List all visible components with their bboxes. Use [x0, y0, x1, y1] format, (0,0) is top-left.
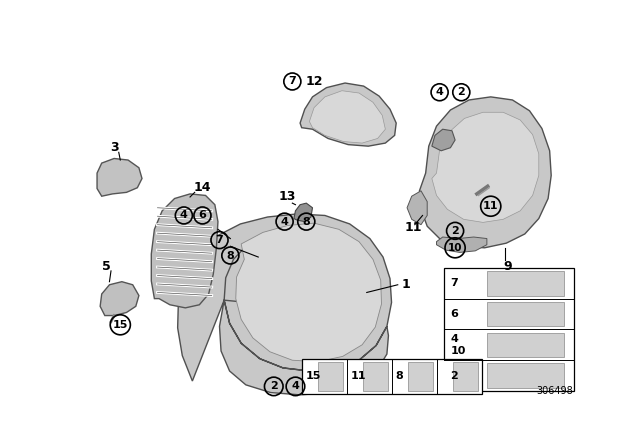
Polygon shape: [100, 282, 139, 315]
Text: 8: 8: [396, 371, 403, 381]
Polygon shape: [236, 223, 381, 362]
Bar: [444, 268, 575, 391]
Text: 9: 9: [504, 260, 512, 273]
Text: 11: 11: [351, 371, 366, 381]
Text: 5: 5: [102, 260, 111, 273]
Bar: [408, 362, 433, 391]
Bar: [487, 363, 564, 388]
Text: 7: 7: [451, 278, 458, 288]
Text: 15: 15: [113, 320, 128, 330]
Bar: [487, 271, 564, 296]
Text: 2: 2: [458, 87, 465, 97]
Text: 11: 11: [483, 201, 499, 211]
Polygon shape: [419, 97, 551, 248]
Text: 10: 10: [448, 243, 462, 253]
Polygon shape: [151, 194, 218, 308]
Text: 2: 2: [451, 226, 459, 236]
Text: 4
10: 4 10: [451, 334, 466, 356]
Polygon shape: [309, 90, 385, 143]
Text: 6: 6: [451, 309, 458, 319]
Bar: [487, 302, 564, 326]
Polygon shape: [300, 83, 396, 146]
Polygon shape: [432, 112, 539, 222]
Bar: [303, 359, 482, 394]
Polygon shape: [432, 129, 455, 151]
Polygon shape: [436, 237, 487, 252]
Polygon shape: [97, 159, 142, 196]
Text: 8: 8: [303, 217, 310, 227]
Text: 14: 14: [194, 181, 211, 194]
Text: 15: 15: [305, 371, 321, 381]
Text: 1: 1: [401, 278, 410, 291]
Bar: [363, 362, 388, 391]
Polygon shape: [407, 191, 428, 225]
Text: 4: 4: [291, 381, 300, 392]
Text: 4: 4: [436, 87, 444, 97]
Text: 2: 2: [270, 381, 278, 392]
Text: 11: 11: [404, 221, 422, 234]
Bar: [487, 332, 564, 357]
Text: 4: 4: [281, 217, 289, 227]
Text: 7: 7: [289, 77, 296, 86]
Text: 13: 13: [279, 190, 296, 203]
Bar: [318, 362, 343, 391]
Polygon shape: [178, 214, 392, 395]
Text: 4: 4: [180, 211, 188, 220]
Text: 3: 3: [110, 141, 118, 154]
Polygon shape: [294, 203, 312, 222]
Text: 306498: 306498: [536, 387, 573, 396]
Bar: [453, 362, 477, 391]
Text: 7: 7: [216, 235, 223, 245]
Text: 6: 6: [198, 211, 206, 220]
Text: 8: 8: [227, 250, 234, 260]
Text: 12: 12: [305, 75, 323, 88]
Text: 2: 2: [451, 370, 458, 381]
